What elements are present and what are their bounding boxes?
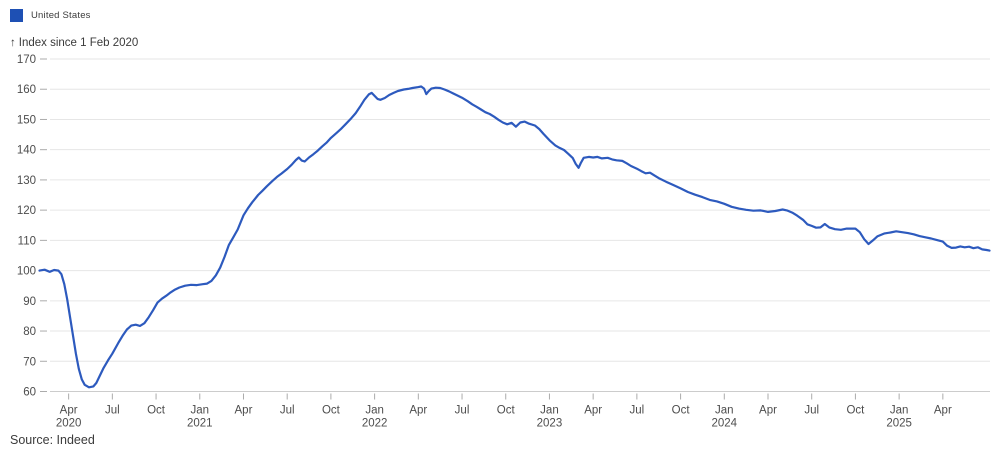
y-tick-label: 140 <box>17 145 36 157</box>
y-tick-label: 90 <box>23 296 36 308</box>
x-tick-label: Apr <box>759 404 777 416</box>
x-tick-year-label: 2024 <box>711 417 737 429</box>
x-tick-label: Apr <box>60 404 78 416</box>
y-tick-label: 70 <box>23 356 36 368</box>
y-tick-label: 100 <box>17 266 36 278</box>
x-tick-label: Jan <box>715 404 734 416</box>
series-lines <box>38 85 991 389</box>
y-tick-label: 170 <box>17 54 36 66</box>
x-tick-label: Jul <box>280 404 295 416</box>
legend-label: United States <box>31 10 91 21</box>
source-label: Source: Indeed <box>10 433 95 447</box>
x-tick-label: Oct <box>846 404 865 416</box>
x-tick-year-label: 2022 <box>362 417 388 429</box>
series-line-united-states <box>38 85 991 389</box>
x-tick-label: Jan <box>365 404 384 416</box>
x-tick-year-label: 2025 <box>886 417 912 429</box>
x-tick-label: Apr <box>409 404 427 416</box>
y-tick-label: 150 <box>17 114 36 126</box>
x-tick-label: Apr <box>584 404 602 416</box>
up-arrow-icon: ↑ <box>10 37 16 49</box>
y-tick-label: 130 <box>17 175 36 187</box>
y-tick-label: 160 <box>17 84 36 96</box>
x-tick-label: Oct <box>497 404 516 416</box>
x-tick-year-label: 2023 <box>537 417 563 429</box>
x-tick-label: Jan <box>190 404 209 416</box>
x-tick-label: Oct <box>147 404 166 416</box>
x-tick-label: Apr <box>934 404 952 416</box>
x-tick-year-label: 2020 <box>56 417 82 429</box>
legend-swatch-icon <box>10 9 23 22</box>
y-tick-label: 120 <box>17 205 36 217</box>
x-tick-label: Jul <box>804 404 819 416</box>
x-tick-label: Jul <box>105 404 120 416</box>
x-tick-label: Jan <box>540 404 559 416</box>
y-tick-label: 80 <box>23 326 36 338</box>
y-tick-label: 60 <box>23 386 36 398</box>
y-gridlines <box>50 58 990 392</box>
x-tick-label: Apr <box>235 404 253 416</box>
legend: United States <box>10 9 91 22</box>
y-axis-title: ↑ Index since 1 Feb 2020 <box>10 37 138 49</box>
x-tick-label: Oct <box>322 404 341 416</box>
y-tick-label: 110 <box>18 235 36 247</box>
x-tick-label: Oct <box>672 404 691 416</box>
x-tick-label: Jul <box>455 404 470 416</box>
x-tick-year-label: 2021 <box>187 417 213 429</box>
y-axis-title-text: Index since 1 Feb 2020 <box>18 37 139 49</box>
y-axis-ticks: 170 160 150 140 130 120 110 100 90 80 70 60 <box>17 54 47 398</box>
x-tick-label: Jan <box>890 404 909 416</box>
x-tick-label: Jul <box>630 404 645 416</box>
